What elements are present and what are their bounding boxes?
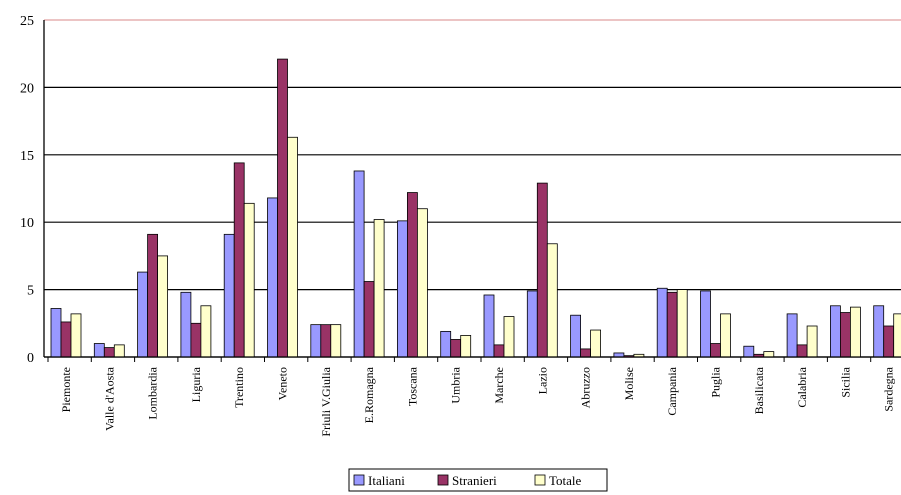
x-category-label: Calabria [795,366,809,407]
y-tick-label: 0 [27,351,34,366]
bar-totale-3 [200,305,212,358]
x-category-label: Piemonte [59,367,73,412]
bar-totale-16 [763,351,775,358]
bar-italiani-8 [396,220,408,358]
bar-stranieri-14 [666,291,678,358]
bar-totale-1 [113,344,125,358]
y-tick-label: 15 [20,149,34,164]
bar-totale-6 [330,324,342,358]
bar-stranieri-18 [840,312,851,358]
bar-stranieri-6 [320,324,332,358]
bar-totale-4 [243,202,255,358]
x-category-label: Trentino [232,367,246,408]
bar-stranieri-7 [363,281,375,358]
bar-stranieri-19 [883,325,895,358]
bar-italiani-3 [180,291,192,358]
bar-stranieri-0 [60,321,72,358]
bar-italiani-1 [93,343,105,358]
bar-stranieri-11 [536,182,548,358]
x-category-label: Lazio [535,367,549,394]
x-category-label: Molise [622,367,636,400]
legend-swatch-stranieri [437,474,449,486]
bar-totale-19 [893,313,901,358]
bar-totale-2 [157,255,169,358]
x-category-label: Veneto [276,367,290,400]
x-category-label: Abruzzo [579,367,593,408]
bar-italiani-18 [830,305,841,358]
bar-totale-0 [70,313,82,358]
bar-italiani-4 [223,233,235,358]
bar-totale-15 [720,313,731,358]
x-category-label: Lombardia [146,366,160,419]
bar-totale-7 [373,219,385,358]
bar-stranieri-3 [190,322,202,358]
legend-label-stranieri: Stranieri [452,473,497,488]
legend-swatch-italiani [353,474,365,486]
bar-stranieri-1 [103,347,115,358]
y-tick-label: 25 [20,14,34,29]
bar-stranieri-12 [580,348,591,358]
bar-totale-10 [503,316,515,358]
x-category-label: E.Romagna [362,366,376,423]
x-category-label: Friuli V.Giulia [319,366,333,436]
bar-italiani-17 [786,313,798,358]
bar-italiani-14 [656,287,668,358]
bar-italiani-2 [137,271,149,358]
bar-stranieri-8 [406,192,418,358]
legend [348,468,608,492]
bar-italiani-5 [267,197,278,358]
x-category-label: Sardegna [882,366,896,411]
y-tick-label: 10 [20,216,34,231]
x-category-label: Toscana [405,366,419,406]
bar-italiani-16 [743,345,755,358]
bar-italiani-15 [700,290,711,358]
x-category-label: Liguria [189,366,203,402]
bar-stranieri-17 [796,344,808,358]
x-category-label: Marche [492,367,506,404]
bar-italiani-6 [310,324,322,358]
bar-totale-17 [806,325,818,358]
bar-stranieri-5 [277,58,288,358]
bar-stranieri-2 [147,233,159,358]
bar-totale-5 [287,136,298,358]
x-category-label: Sicilia [838,366,852,397]
bar-stranieri-4 [233,162,245,358]
y-tick-label: 5 [27,284,34,299]
bar-totale-9 [460,335,472,358]
y-tick-label: 20 [20,81,34,96]
legend-swatch-totale [534,474,546,486]
x-category-label: Campania [665,366,679,415]
bar-totale-8 [416,208,428,358]
bar-totale-14 [676,289,688,358]
bar-italiani-19 [873,305,885,358]
bar-italiani-12 [570,314,581,358]
legend-label-totale: Totale [549,473,582,488]
x-category-label: Valle d'Aosta [102,366,116,430]
x-category-label: Basilicata [752,366,766,414]
bar-italiani-7 [353,170,365,358]
bar-italiani-11 [526,290,538,358]
bar-italiani-9 [440,330,452,358]
legend-label-italiani: Italiani [368,473,405,488]
bar-totale-12 [590,329,601,358]
bar-italiani-10 [483,294,495,358]
bar-stranieri-10 [493,344,505,358]
bar-totale-18 [850,306,861,358]
bar-totale-11 [546,243,558,358]
x-category-label: Umbria [449,366,463,403]
bar-stranieri-15 [710,343,721,358]
bar-stranieri-9 [450,339,462,358]
bar-italiani-0 [50,308,62,358]
x-category-label: Puglia [709,366,723,397]
